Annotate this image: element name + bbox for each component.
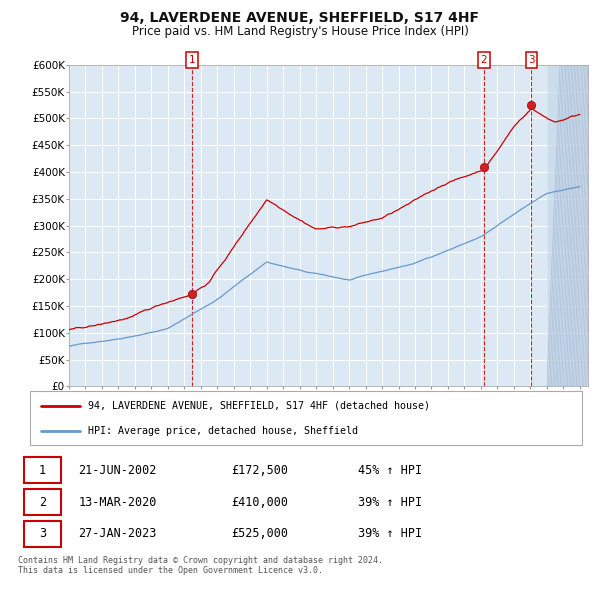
Text: 1: 1	[38, 464, 46, 477]
Polygon shape	[547, 65, 588, 386]
Text: 45% ↑ HPI: 45% ↑ HPI	[358, 464, 422, 477]
Text: 21-JUN-2002: 21-JUN-2002	[78, 464, 157, 477]
Text: 94, LAVERDENE AVENUE, SHEFFIELD, S17 4HF (detached house): 94, LAVERDENE AVENUE, SHEFFIELD, S17 4HF…	[88, 401, 430, 411]
FancyBboxPatch shape	[23, 457, 61, 483]
Text: £172,500: £172,500	[231, 464, 288, 477]
Text: 94, LAVERDENE AVENUE, SHEFFIELD, S17 4HF: 94, LAVERDENE AVENUE, SHEFFIELD, S17 4HF	[121, 11, 479, 25]
Text: 3: 3	[38, 527, 46, 540]
FancyBboxPatch shape	[23, 521, 61, 547]
FancyBboxPatch shape	[30, 391, 582, 445]
Text: £525,000: £525,000	[231, 527, 288, 540]
Text: £410,000: £410,000	[231, 496, 288, 509]
Text: 27-JAN-2023: 27-JAN-2023	[78, 527, 157, 540]
Text: 13-MAR-2020: 13-MAR-2020	[78, 496, 157, 509]
Text: 39% ↑ HPI: 39% ↑ HPI	[358, 527, 422, 540]
Text: 1: 1	[188, 55, 195, 65]
Text: Contains HM Land Registry data © Crown copyright and database right 2024.
This d: Contains HM Land Registry data © Crown c…	[18, 556, 383, 575]
Text: 2: 2	[38, 496, 46, 509]
Text: 2: 2	[481, 55, 487, 65]
FancyBboxPatch shape	[23, 489, 61, 515]
Text: 3: 3	[528, 55, 535, 65]
Text: HPI: Average price, detached house, Sheffield: HPI: Average price, detached house, Shef…	[88, 426, 358, 436]
Text: Price paid vs. HM Land Registry's House Price Index (HPI): Price paid vs. HM Land Registry's House …	[131, 25, 469, 38]
Text: 39% ↑ HPI: 39% ↑ HPI	[358, 496, 422, 509]
